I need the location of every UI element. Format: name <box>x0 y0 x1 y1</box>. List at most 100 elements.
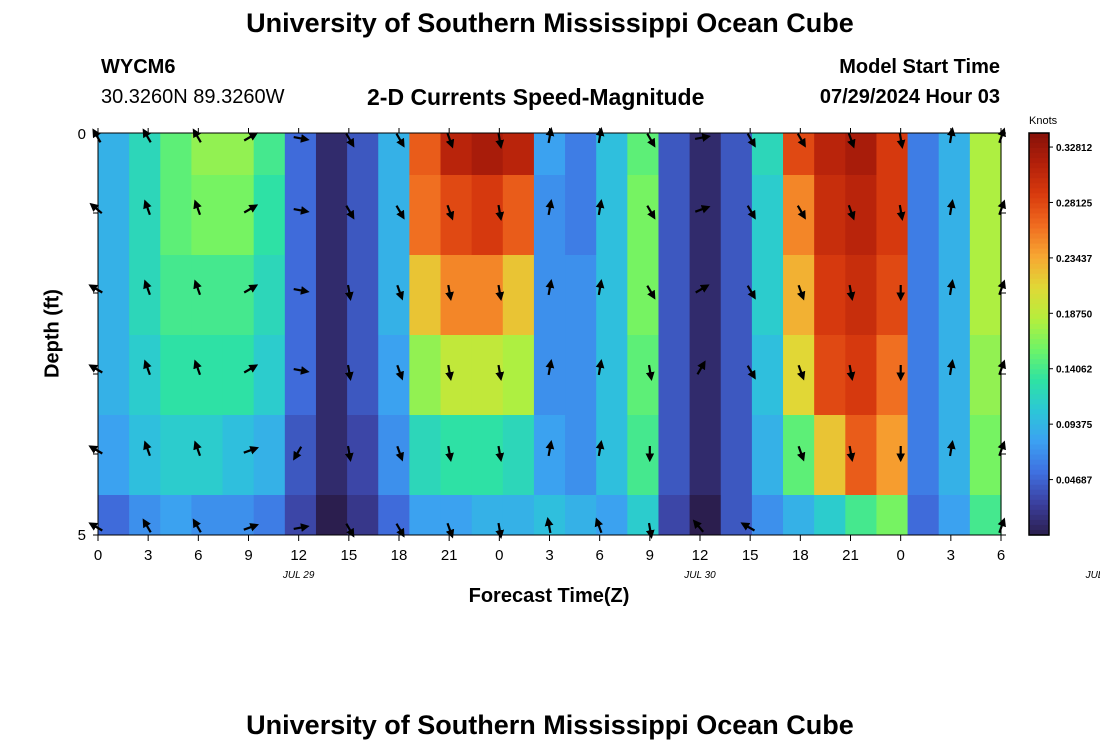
colorbar-step <box>1029 434 1049 441</box>
heatmap-cell <box>814 495 846 535</box>
colorbar-step <box>1029 349 1049 355</box>
heatmap-cell <box>938 415 971 495</box>
colorbar-step <box>1029 494 1049 501</box>
heatmap-cell <box>565 335 597 415</box>
heatmap-cell <box>253 255 286 335</box>
heatmap-cell <box>98 175 130 255</box>
heatmap-cell <box>907 415 940 495</box>
y-tick-label: 5 <box>78 527 86 544</box>
heatmap-cell <box>876 335 909 415</box>
current-arrow <box>746 133 756 148</box>
current-arrow <box>946 127 956 144</box>
model-start-label: Model Start Time <box>839 56 1000 78</box>
colorbar-step <box>1029 193 1049 199</box>
colorbar-step <box>1029 213 1049 220</box>
current-arrow <box>395 205 405 220</box>
heatmap-cell <box>689 175 722 255</box>
heatmap-cell <box>627 175 660 255</box>
heatmap-cell <box>222 335 255 415</box>
current-arrow <box>545 359 555 376</box>
heatmap-cell <box>129 495 161 535</box>
current-arrow <box>646 285 656 300</box>
heatmap-cell <box>409 335 442 415</box>
current-arrow <box>243 204 259 214</box>
heatmap-cell <box>409 175 442 255</box>
colorbar-step <box>1029 153 1049 159</box>
heatmap-cell <box>440 495 473 535</box>
colorbar-step <box>1029 313 1049 320</box>
heatmap-cell <box>565 255 597 335</box>
heatmap-cell <box>938 335 971 415</box>
current-arrow <box>243 132 259 142</box>
colorbar: Knots 0.04687 0.09375 0.14062 0.18750 0.23437… <box>1028 115 1093 536</box>
heatmap-cell <box>876 495 909 535</box>
colorbar-step <box>1029 364 1049 370</box>
colorbar-step <box>1029 168 1049 174</box>
heatmap-cell <box>378 175 410 255</box>
colorbar-step <box>1029 148 1049 154</box>
current-arrow <box>293 366 310 375</box>
heatmap-cell <box>783 415 815 495</box>
colorbar-step <box>1029 514 1049 521</box>
heatmap-cell <box>533 335 566 415</box>
colorbar-step <box>1029 499 1049 506</box>
heatmap-cell <box>409 255 442 335</box>
heatmap-cell <box>222 495 255 535</box>
heatmap-cell <box>751 133 784 175</box>
heatmap-cell <box>347 133 379 175</box>
colorbar-step <box>1029 243 1049 250</box>
heatmap-cell <box>409 133 442 175</box>
heatmap-cell <box>347 415 379 495</box>
colorbar-step <box>1029 178 1049 184</box>
colorbar-step <box>1029 519 1049 526</box>
heatmap-cell <box>907 495 940 535</box>
current-arrow <box>445 364 454 381</box>
heatmap-cell <box>191 335 224 415</box>
heatmap-cell <box>658 415 691 495</box>
current-arrow <box>445 204 455 221</box>
heatmap-cell <box>783 255 815 335</box>
heatmap-cell <box>689 133 722 175</box>
heatmap-cell <box>907 335 940 415</box>
current-arrow <box>796 284 806 301</box>
heatmap-cell <box>658 175 691 255</box>
colorbar-step <box>1029 163 1049 169</box>
colorbar-step <box>1029 188 1049 194</box>
current-arrow <box>846 284 856 301</box>
heatmap-cell <box>907 175 940 255</box>
heatmap-cell <box>627 335 660 415</box>
colorbar-step <box>1029 409 1049 416</box>
heatmap-cell <box>938 255 971 335</box>
heatmap-cell <box>160 175 193 255</box>
colorbar-step <box>1029 263 1049 270</box>
current-arrow <box>495 364 505 381</box>
x-tick-label: 15 <box>340 547 357 564</box>
colorbar-step <box>1029 454 1049 461</box>
current-arrow <box>142 128 152 143</box>
colorbar-step <box>1029 268 1049 275</box>
heatmap-cell <box>284 255 317 335</box>
current-arrow <box>395 445 404 462</box>
current-arrow <box>193 279 202 296</box>
colorbar-step <box>1029 354 1049 360</box>
colorbar-step <box>1029 469 1049 476</box>
colorbar-step <box>1029 203 1049 209</box>
current-arrow <box>740 522 756 532</box>
date-label: JUL 31 <box>1085 570 1100 581</box>
heatmap-cell <box>783 335 815 415</box>
heatmap-cell <box>253 335 286 415</box>
heatmap-cell <box>98 335 130 415</box>
x-tick-label: 12 <box>692 547 709 564</box>
heatmap-cell <box>315 133 348 175</box>
current-arrow <box>193 359 202 376</box>
heatmap-cell <box>191 495 224 535</box>
colorbar-tick-label: 0.28125 <box>1056 198 1093 209</box>
heatmap-cell <box>689 495 722 535</box>
current-arrow <box>696 360 706 375</box>
heatmap-cell <box>253 415 286 495</box>
colorbar-step <box>1029 273 1049 280</box>
colorbar-step <box>1029 379 1049 385</box>
current-arrow <box>796 133 806 148</box>
heatmap-cell <box>253 495 286 535</box>
